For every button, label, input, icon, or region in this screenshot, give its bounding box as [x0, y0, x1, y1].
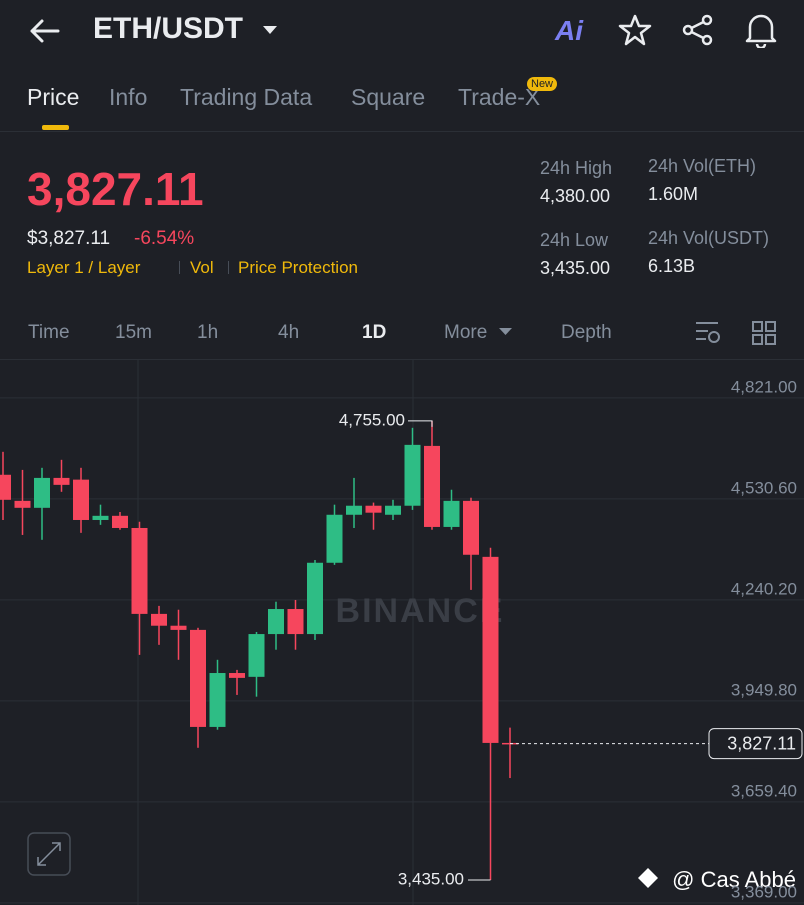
- low-label: 3,435.00: [398, 869, 464, 888]
- tab[interactable]: Price: [27, 84, 80, 110]
- candle-body: [112, 515, 128, 528]
- tab[interactable]: Trading Data: [180, 84, 313, 110]
- pair-caret[interactable]: [262, 24, 278, 36]
- candle-body: [424, 445, 440, 527]
- tag[interactable]: Vol: [190, 258, 214, 277]
- candlestick-chart: BINANCE @ Cas Abbé 4,821.00 4,530.60 4,240…: [0, 360, 804, 905]
- divider: [0, 359, 804, 360]
- alert-button[interactable]: [744, 12, 778, 48]
- interval[interactable]: 15m: [115, 322, 152, 343]
- stat-value: 1.60M: [648, 184, 699, 204]
- candle-body: [73, 479, 89, 520]
- candle-body: [131, 527, 148, 614]
- price-change: -6.54%: [134, 228, 195, 249]
- candle-body: [34, 477, 50, 508]
- candle-body: [326, 514, 343, 563]
- candle-body: [365, 505, 382, 513]
- candle-body: [0, 474, 11, 500]
- candle-body: [14, 500, 31, 508]
- candle-body: [443, 500, 460, 527]
- share-button[interactable]: [681, 14, 715, 46]
- y-tick-label: 3,659.40: [731, 781, 797, 800]
- last-price-box: [708, 728, 803, 760]
- candle-body: [287, 609, 304, 635]
- interval[interactable]: 1D: [362, 322, 387, 343]
- interval[interactable]: Depth: [561, 322, 612, 343]
- y-tick-label: 4,821.00: [731, 377, 797, 396]
- candle-body: [92, 515, 109, 520]
- tab[interactable]: Trade-X: [458, 84, 541, 110]
- y-tick-label: 4,240.20: [731, 579, 797, 598]
- candle-body: [248, 634, 265, 677]
- indicator-settings[interactable]: [694, 320, 722, 346]
- y-tick-label: 3,369.00: [731, 882, 797, 901]
- tag[interactable]: Layer 1 / Layer: [27, 258, 141, 277]
- y-tick-label: 3,949.80: [731, 680, 797, 699]
- divider: [0, 131, 804, 132]
- stat-label: 24h High: [540, 158, 613, 178]
- favorite-button[interactable]: [618, 14, 652, 46]
- last-price-label: 3,827.11: [727, 733, 796, 753]
- interval[interactable]: Time: [28, 322, 70, 343]
- tab[interactable]: Info: [109, 84, 148, 110]
- candle-body: [190, 629, 206, 727]
- candle-body: [385, 505, 401, 515]
- tag-separator: [179, 261, 180, 274]
- stat-label: 24h Vol(ETH): [648, 156, 757, 176]
- candle-body: [404, 444, 421, 506]
- candle-body: [209, 673, 226, 727]
- credit-logo: [638, 868, 658, 888]
- ai-button[interactable]: Ai: [555, 15, 583, 46]
- interval[interactable]: 4h: [278, 322, 300, 343]
- price-usd: $3,827.11: [27, 228, 111, 249]
- candle-body: [268, 609, 284, 635]
- back-button[interactable]: [28, 16, 62, 46]
- credit: @ Cas Abbé: [672, 867, 796, 892]
- candle-body: [151, 613, 167, 626]
- expand-button[interactable]: [27, 832, 71, 876]
- tag[interactable]: Price Protection: [238, 258, 358, 277]
- watermark: BINANCE: [336, 592, 505, 630]
- stat-label: 24h Low: [540, 230, 609, 250]
- stat-value: 3,435.00: [540, 258, 611, 278]
- candle-body: [307, 562, 323, 635]
- more-caret[interactable]: [498, 327, 514, 337]
- candle-body: [170, 625, 187, 630]
- tab[interactable]: Square: [351, 84, 426, 110]
- stat-value: 6.13B: [648, 256, 696, 276]
- new-badge: New: [527, 77, 558, 91]
- interval[interactable]: 1h: [197, 322, 219, 343]
- candle-body: [53, 477, 70, 485]
- candle-body: [346, 505, 362, 515]
- interval[interactable]: More: [444, 322, 488, 343]
- candle-body: [482, 556, 499, 743]
- high-label: 4,755.00: [339, 410, 405, 429]
- tag-separator: [228, 261, 229, 274]
- y-tick-label: 4,530.60: [731, 478, 797, 497]
- layout-button[interactable]: [751, 320, 777, 346]
- tab-indicator: [42, 125, 69, 130]
- high-marker: [408, 420, 433, 427]
- candle-body: [229, 673, 245, 678]
- expand-icon[interactable]: [37, 842, 61, 866]
- pair-title[interactable]: ETH/USDT: [93, 12, 243, 45]
- candle-body: [463, 500, 479, 555]
- last-price: 3,827.11: [27, 163, 204, 215]
- stat-label: 24h Vol(USDT): [648, 228, 770, 248]
- stat-value: 4,380.00: [540, 186, 611, 206]
